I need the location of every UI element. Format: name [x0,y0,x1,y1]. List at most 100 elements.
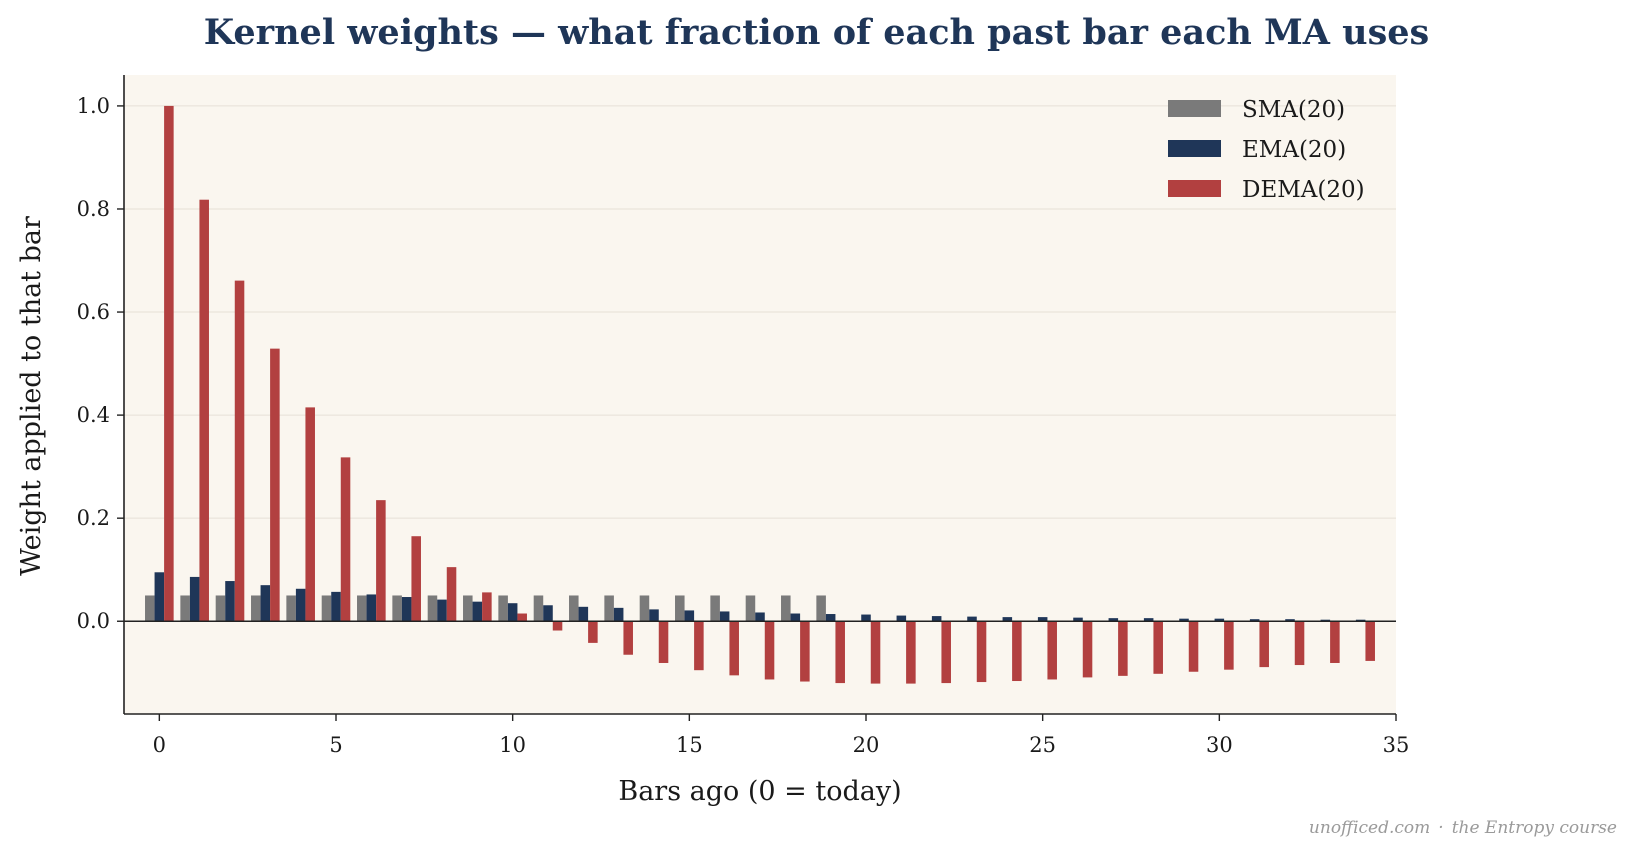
bar-ema-20 [331,591,341,622]
bar-ema-20 [613,607,624,622]
bar-ema-20 [507,603,518,622]
bar-ema-20 [1214,618,1225,622]
credit-footer: unofficed.com · the Entropy course [1309,818,1617,838]
bar-dema-20 [164,105,174,622]
y-tick-label: 0.8 [77,197,110,221]
x-tick-label: 5 [329,733,342,757]
bar-sma-20 [569,595,579,622]
bar-sma-20 [392,595,402,622]
bar-dema-20 [588,621,598,643]
bar-dema-20 [658,621,669,663]
bar-sma-20 [463,595,473,622]
bar-ema-20 [225,581,235,622]
credit-separator: · [1438,818,1444,838]
y-axis-label: Weight applied to that bar [16,216,47,576]
x-tick-label: 20 [853,733,880,757]
bar-ema-20 [1002,617,1013,622]
y-tick-label: 0.4 [77,403,110,427]
bar-ema-20 [472,601,483,622]
x-tick-label: 10 [499,733,526,757]
bar-ema-20 [578,606,589,622]
bar-ema-20 [1285,619,1295,622]
bar-ema-20 [861,614,871,622]
bar-dema-20 [482,592,492,622]
x-ticks: 0 5 10 15 20 25 30 35 [153,714,1410,757]
bar-dema-20 [1082,621,1093,678]
bar-ema-20 [1073,617,1083,622]
x-axis-label: Bars ago (0 = today) [618,776,901,807]
y-tick-label: 0.2 [77,506,110,530]
bar-ema-20 [825,614,836,622]
chart-title: Kernel weights — what fraction of each p… [203,12,1430,53]
bar-dema-20 [1259,621,1269,668]
bar-dema-20 [694,621,704,671]
x-tick-label: 25 [1029,733,1056,757]
bar-ema-20 [260,585,271,622]
bar-ema-20 [1037,617,1048,622]
x-tick-label: 35 [1383,733,1410,757]
bar-ema-20 [1355,619,1366,622]
bar-dema-20 [1153,621,1163,674]
bar-dema-20 [1118,621,1128,676]
bar-dema-20 [199,199,209,622]
bar-sma-20 [321,595,332,622]
bar-ema-20 [755,612,765,622]
bar-ema-20 [189,576,200,622]
legend-label: DEMA(20) [1242,177,1365,203]
bar-ema-20 [1320,619,1331,622]
bar-dema-20 [1188,621,1199,672]
x-tick-label: 30 [1206,733,1233,757]
bar-dema-20 [270,348,280,622]
bar-sma-20 [710,595,720,622]
bar-sma-20 [604,595,614,622]
bar-dema-20 [906,621,916,684]
bar-sma-20 [180,595,190,622]
legend-label: EMA(20) [1242,137,1346,163]
bar-ema-20 [967,616,977,622]
bar-ema-20 [366,594,377,622]
bar-sma-20 [251,595,261,622]
bar-ema-20 [684,610,695,622]
bar-sma-20 [639,595,650,622]
y-tick-label: 0.6 [77,300,110,324]
bar-ema-20 [931,616,942,622]
bar-dema-20 [1012,621,1022,682]
bar-ema-20 [1249,619,1260,622]
bar-sma-20 [675,595,685,622]
bar-dema-20 [411,536,421,622]
bar-ema-20 [401,597,412,622]
legend-swatch [1168,140,1221,157]
bar-sma-20 [533,595,544,622]
bar-dema-20 [941,621,951,684]
bar-ema-20 [790,613,801,622]
bar-dema-20 [729,621,739,676]
y-ticks: 0.0 0.2 0.4 0.6 0.8 1.0 [77,94,124,633]
y-tick-label: 1.0 [77,94,110,118]
bar-sma-20 [781,595,791,622]
bar-dema-20 [305,407,315,622]
bar-sma-20 [745,595,756,622]
y-tick-label: 0.0 [77,609,110,633]
bar-dema-20 [234,280,245,622]
bar-sma-20 [357,595,367,622]
bar-sma-20 [498,595,508,622]
bars [145,105,1375,684]
bar-dema-20 [1365,621,1375,661]
bar-sma-20 [286,595,296,622]
bar-ema-20 [1143,618,1154,622]
bar-dema-20 [340,457,351,622]
bar-ema-20 [295,588,306,622]
bar-ema-20 [543,605,553,622]
bar-ema-20 [1179,618,1189,622]
bar-dema-20 [835,621,845,684]
bar-ema-20 [1108,618,1119,622]
x-tick-label: 15 [676,733,703,757]
bar-ema-20 [154,572,165,622]
credit-site: unofficed.com [1308,818,1431,838]
bar-dema-20 [446,567,457,622]
bar-dema-20 [764,621,775,680]
bar-dema-20 [1047,621,1057,680]
bar-dema-20 [552,621,563,631]
bar-sma-20 [427,595,438,622]
